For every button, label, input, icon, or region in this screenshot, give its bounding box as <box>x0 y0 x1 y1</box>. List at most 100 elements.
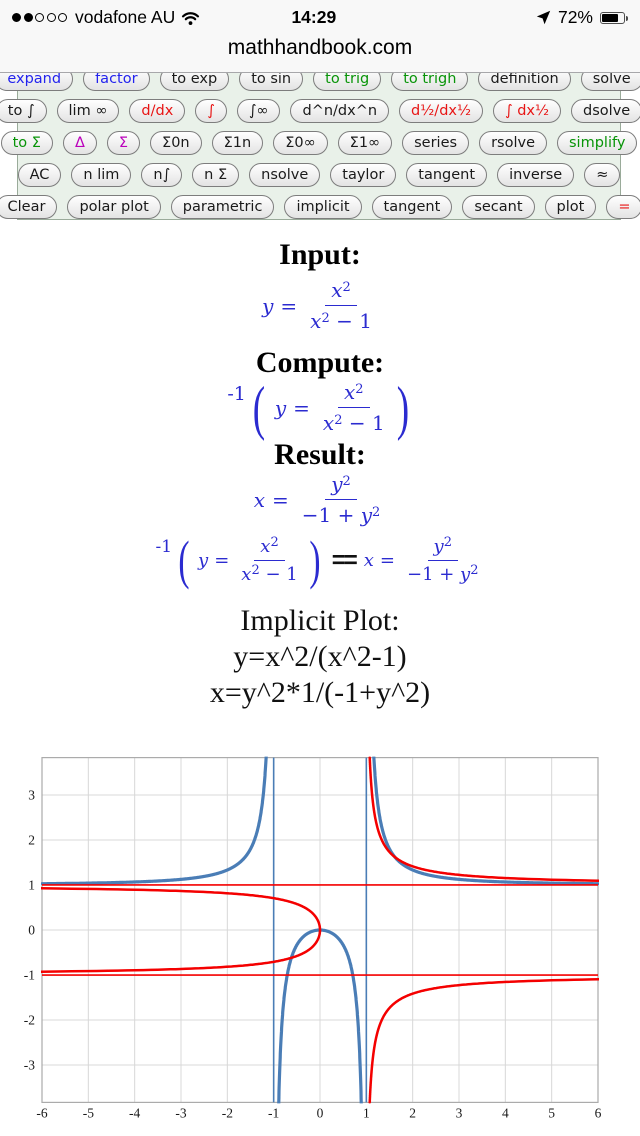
x-tick-label: -3 <box>175 1105 186 1120</box>
implicit-equation-2: x=y^2*1/(-1+y^2) <box>209 676 431 709</box>
calculator-toolbar: expand factor to exp to sin to trig to trigh d… <box>0 64 640 220</box>
toolbar-button-rsolve[interactable]: rsolve <box>479 130 547 156</box>
compute-heading: Compute: <box>255 346 385 379</box>
battery-percent-label: 72% <box>557 7 593 27</box>
toolbar-button--[interactable]: ≈ <box>584 162 621 188</box>
location-arrow-icon <box>536 10 551 25</box>
toolbar-button--1-[interactable]: Σ1∞ <box>337 130 393 156</box>
fraction-numerator: y2 <box>325 472 357 500</box>
result-heading: Result: <box>274 438 366 471</box>
toolbar-button-clear[interactable]: Clear <box>0 194 58 220</box>
equivalence-formula: -1 ( y = x2 x2 − 1 ) == x = y2 −1 + y2 <box>0 533 640 587</box>
toolbar-button-tangent[interactable]: tangent <box>371 194 453 220</box>
toolbar-button--1n[interactable]: Σ1n <box>211 130 264 156</box>
formula-var: y <box>198 550 209 571</box>
toolbar-button-lim-[interactable]: lim ∞ <box>56 98 120 124</box>
fraction-numerator: x2 <box>338 380 370 408</box>
toolbar-button--0-[interactable]: Σ0∞ <box>273 130 328 156</box>
toolbar-button-dsolve[interactable]: dsolve <box>571 98 640 124</box>
toolbar-button-secant[interactable]: secant <box>462 194 535 220</box>
status-left: vodafone AU <box>12 7 200 28</box>
x-tick-label: 0 <box>317 1105 324 1120</box>
paren-open: ( <box>252 374 266 441</box>
fraction: y2 −1 + y2 <box>401 536 485 585</box>
plot-border <box>41 756 599 1103</box>
y-tick-label: -3 <box>24 1058 35 1073</box>
y-tick-label: -2 <box>24 1013 35 1028</box>
inverse-prefix: -1 <box>155 536 173 557</box>
toolbar-button-polar-plot[interactable]: polar plot <box>67 194 161 220</box>
toolbar-button--[interactable]: Σ <box>106 130 141 156</box>
toolbar-row: to ∫ lim ∞ d/dx ∫ ∫∞ d^n/dx^n d½/dx½ ∫ dx½ dsolv… <box>0 98 640 124</box>
x-tick-label: 6 <box>595 1105 602 1120</box>
formula-var: y <box>262 293 274 318</box>
formula-op: = <box>214 550 230 571</box>
x-tick-label: 4 <box>502 1105 509 1120</box>
signal-dot <box>46 13 56 22</box>
y-tick-label: 2 <box>28 832 35 847</box>
x-tick-label: -4 <box>129 1105 140 1120</box>
toolbar-row: to Σ Δ Σ Σ0n Σ1n Σ0∞ Σ1∞ series rsolve simplify <box>0 130 638 156</box>
formula-op: = <box>379 550 395 571</box>
x-tick-label: 1 <box>363 1105 370 1120</box>
x-tick-label: -5 <box>83 1105 94 1120</box>
fraction-denominator: x2 − 1 <box>241 563 298 585</box>
toolbar-button-series[interactable]: series <box>402 130 470 156</box>
page-title: mathhandbook.com <box>227 36 413 59</box>
status-right: 72% <box>536 7 628 28</box>
toolbar-button-ac[interactable]: AC <box>17 162 62 188</box>
toolbar-button-d-n-dx-n[interactable]: d^n/dx^n <box>290 98 390 124</box>
toolbar-button-d-dx-[interactable]: d½/dx½ <box>399 98 484 124</box>
toolbar-button-simplify[interactable]: simplify <box>557 130 638 156</box>
inverse-prefix: -1 <box>227 382 246 405</box>
toolbar-button-d-dx[interactable]: d/dx <box>129 98 186 124</box>
toolbar-button-nsolve[interactable]: nsolve <box>249 162 321 188</box>
fraction-numerator: x2 <box>254 536 285 561</box>
curves-group <box>41 756 599 1104</box>
x-tick-label: -6 <box>36 1105 47 1120</box>
formula-op: = <box>271 487 289 512</box>
y-tick-label: 0 <box>28 923 35 938</box>
browser-header: vodafone AU 14:29 72% mathhandbook.c <box>0 0 640 73</box>
y-tick-label: 3 <box>28 787 35 802</box>
toolbar-row: Clear polar plot parametric implicit tangent… <box>0 194 640 220</box>
battery-fill <box>602 13 618 22</box>
status-bar: vodafone AU 14:29 72% <box>12 7 628 31</box>
compute-formula: -1 ( y = x2 x2 − 1 ) <box>0 374 640 441</box>
toolbar-button-parametric[interactable]: parametric <box>170 194 275 220</box>
toolbar-button-taylor[interactable]: taylor <box>330 162 397 188</box>
toolbar-button-n-lim[interactable]: n lim <box>71 162 132 188</box>
toolbar-button--[interactable]: Δ <box>62 130 97 156</box>
toolbar-button--dx-[interactable]: ∫ dx½ <box>493 98 562 124</box>
toolbar-button-n-[interactable]: n∫ <box>141 162 183 188</box>
clock-label: 14:29 <box>291 7 337 27</box>
x-tick-label: 5 <box>548 1105 555 1120</box>
fraction-denominator: −1 + y2 <box>301 503 381 527</box>
toolbar-button-tangent[interactable]: tangent <box>406 162 488 188</box>
y-tick-label: -1 <box>24 968 35 983</box>
signal-dot <box>12 13 21 22</box>
fraction: y2 −1 + y2 <box>296 472 387 527</box>
x-tick-label: 3 <box>456 1105 463 1120</box>
toolbar-button-implicit[interactable]: implicit <box>284 194 362 220</box>
toolbar-row: AC n lim n∫ n Σ nsolve taylor tangent inverse ≈ <box>17 162 621 188</box>
toolbar-button-to-[interactable]: to ∫ <box>0 98 47 124</box>
toolbar-button-inverse[interactable]: inverse <box>497 162 575 188</box>
toolbar-button--[interactable]: ∫∞ <box>236 98 281 124</box>
fraction-numerator: y2 <box>427 536 458 561</box>
fraction-denominator: x2 − 1 <box>310 309 372 333</box>
fraction-denominator: −1 + y2 <box>406 563 479 585</box>
equivalence-operator: == <box>331 546 358 574</box>
input-heading: Input: <box>279 238 361 271</box>
toolbar-button-plot[interactable]: plot <box>544 194 597 220</box>
y-tick-label: 1 <box>28 877 35 892</box>
toolbar-button--0n[interactable]: Σ0n <box>150 130 202 156</box>
toolbar-button--[interactable]: = <box>606 194 640 220</box>
toolbar-button-n-[interactable]: n Σ <box>192 162 240 188</box>
curve-x-y-2-1-1-y-2- <box>41 756 599 1104</box>
toolbar-button--[interactable]: ∫ <box>195 98 227 124</box>
toolbar-button-to-[interactable]: to Σ <box>0 130 53 156</box>
formula-var: x <box>363 550 374 571</box>
battery-tip <box>625 15 628 21</box>
